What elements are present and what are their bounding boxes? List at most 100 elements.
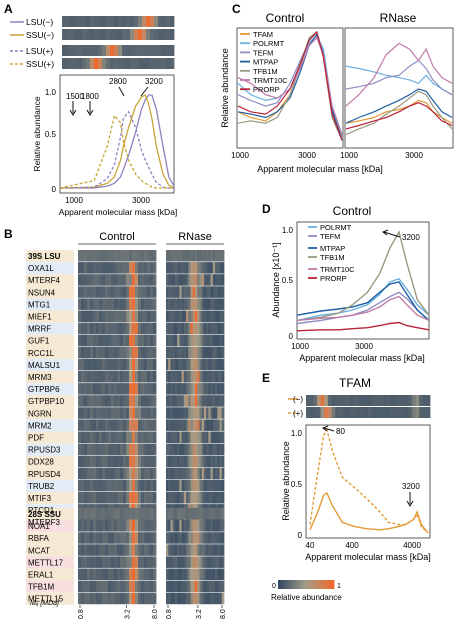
heatmap-cell <box>126 467 130 480</box>
heatmap-cell <box>206 592 209 605</box>
heatmap-cell <box>132 358 136 371</box>
heatmap-cell <box>117 532 121 544</box>
heatmap-cell <box>84 479 88 492</box>
heatmap-cell <box>166 383 169 395</box>
heat-strip-tfam-plus-cell <box>327 407 332 418</box>
heatmap-cell <box>186 508 189 520</box>
heatmap-cell <box>208 419 212 431</box>
heat-strip-tfam-minus-cell <box>415 395 420 406</box>
heatmap-cell <box>201 492 205 504</box>
heatmap-cell <box>215 383 218 395</box>
heatmap-cell <box>144 508 148 520</box>
heatmap-cell <box>90 310 94 322</box>
heatmap-cell <box>208 371 212 383</box>
panel-e-xtick: 400 <box>345 541 359 550</box>
heatmap-cell <box>129 310 133 322</box>
heatmap-cell <box>201 298 205 310</box>
heatmap-cell <box>166 346 169 359</box>
line-TFB1M <box>296 230 430 322</box>
heatmap-cell <box>195 383 198 395</box>
heatmap-cell <box>183 395 187 407</box>
heatmap-cell <box>105 568 109 580</box>
heatmap-cell <box>190 508 194 520</box>
heatmap-cell <box>96 358 100 371</box>
heatmap-cell <box>108 443 112 456</box>
heatmap-cell <box>201 346 205 359</box>
heatmap-cell <box>181 358 185 371</box>
heatmap-cell <box>186 334 189 347</box>
heatmap-cell <box>108 592 112 605</box>
heatmap-cell <box>190 592 194 605</box>
heatmap-cell <box>174 395 178 407</box>
heatmap-cell <box>78 508 82 520</box>
heatmap-cell <box>206 310 209 322</box>
heatmap-cell <box>111 334 115 347</box>
heatmap-cell <box>166 322 169 335</box>
heatmap-cell <box>221 407 225 419</box>
heatmap-cell <box>219 419 223 431</box>
heatmap-cell <box>150 286 154 298</box>
heatmap-cell <box>147 262 151 274</box>
legend-label-TFB1M: TFB1M <box>253 67 278 76</box>
heatmap-cell <box>172 407 176 419</box>
heatmap-cell <box>84 467 88 480</box>
panel-a-xtick: 3000 <box>132 196 150 205</box>
heatmap-cell <box>153 358 157 371</box>
heatmap-cell <box>170 286 174 298</box>
heatmap-cell <box>153 568 157 580</box>
heatmap-cell <box>135 395 139 407</box>
heatmap-cell <box>126 556 130 568</box>
heatmap-cell <box>153 455 157 468</box>
heatmap-cell <box>93 532 97 544</box>
heatmap-cell <box>105 520 109 532</box>
panel-e-xtick: 40 <box>306 541 315 550</box>
heatmap-cell <box>217 262 220 274</box>
heatmap-cell <box>181 431 185 443</box>
heatmap-cell <box>153 250 157 262</box>
heat-strip-tfam-plus-cell <box>375 407 380 418</box>
panel-c-ylabel: Relative abundance <box>220 48 230 128</box>
heatmap-cell <box>138 250 142 262</box>
heatmap-cell <box>138 479 142 492</box>
heatmap-cell <box>105 407 109 419</box>
heatmap-cell <box>212 346 216 359</box>
heatmap-cell <box>174 334 178 347</box>
heatmap-cell <box>114 431 118 443</box>
heatmap-cell <box>111 298 115 310</box>
row-bg <box>26 310 74 323</box>
heatmap-cell <box>78 431 82 443</box>
heatmap-cell <box>78 383 82 395</box>
heatmap-cell <box>150 346 154 359</box>
heatmap-cell <box>87 371 91 383</box>
heatmap-cell <box>212 419 216 431</box>
heatmap-cell <box>201 544 205 556</box>
heatmap-cell <box>170 298 174 310</box>
heatmap-cell <box>192 419 196 431</box>
heatmap-cell <box>179 262 183 274</box>
heatmap-cell <box>179 358 183 371</box>
heatmap-cell <box>206 358 209 371</box>
heatmap-cell <box>210 479 214 492</box>
heatmap-cell <box>186 383 189 395</box>
heatmap-cell <box>186 455 189 468</box>
heatmap-cell <box>197 592 200 605</box>
heatmap-cell <box>166 580 169 593</box>
heatmap-cell <box>147 443 151 456</box>
heatmap-cell <box>81 322 85 335</box>
panel-a-plot-frame <box>59 74 175 194</box>
heatmap-cell <box>195 346 198 359</box>
protein-label: MCAT <box>28 546 50 555</box>
heatmap-cell <box>108 568 112 580</box>
heatmap-cell <box>212 322 216 335</box>
heat-strip-lsu-minus-cell <box>66 16 71 27</box>
legend-ssu-minus: SSU(−) <box>26 30 54 40</box>
legend-label-TEFM: TEFM <box>253 48 273 57</box>
heat-strip-tfam-plus-cell <box>357 407 362 418</box>
heatmap-cell <box>221 520 225 532</box>
protein-label: METTL17 <box>28 558 64 567</box>
heat-strip-lsu-plus-cell <box>122 45 127 56</box>
heatmap-cell <box>210 286 214 298</box>
heatmap-cell <box>186 544 189 556</box>
heatmap-cell <box>114 580 118 593</box>
heatmap-cell <box>114 395 118 407</box>
